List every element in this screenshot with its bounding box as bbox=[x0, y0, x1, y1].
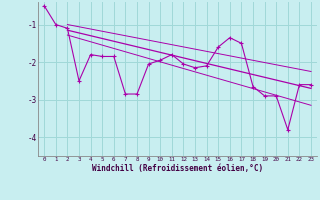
X-axis label: Windchill (Refroidissement éolien,°C): Windchill (Refroidissement éolien,°C) bbox=[92, 164, 263, 173]
